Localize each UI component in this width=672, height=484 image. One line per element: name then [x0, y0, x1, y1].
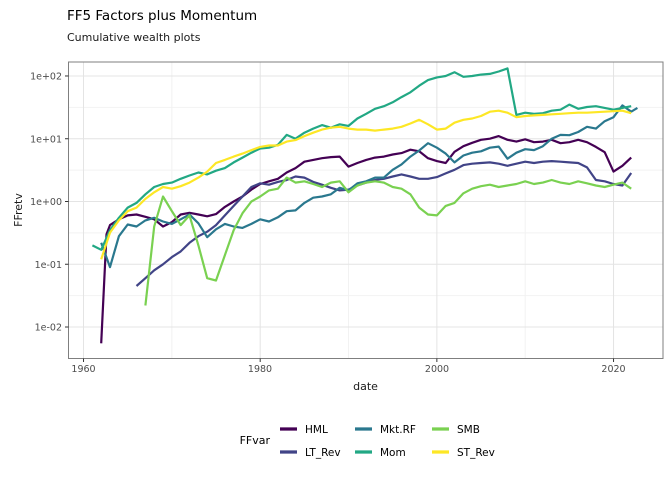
y-tick-label: 1e+01 [30, 134, 62, 145]
series-line-st-rev [100, 109, 632, 260]
gridlines-minor [68, 62, 663, 359]
legend-item-mom: Mom [355, 447, 406, 459]
x-tick-label: 2000 [425, 364, 449, 375]
x-tick-label: 2020 [601, 364, 625, 375]
y-tick-label: 1e+02 [30, 72, 62, 83]
legend-label-mkt-rf: Mkt.RF [380, 424, 416, 436]
legend: FFvar HML LT_Rev Mkt.RF Mom SMB [240, 424, 495, 459]
legend-item-hml: HML [280, 424, 328, 436]
y-tick-label: 1e-01 [35, 260, 62, 271]
legend-item-lt-rev: LT_Rev [280, 447, 341, 459]
legend-label-hml: HML [305, 424, 328, 436]
series-line-mom [91, 67, 632, 251]
x-axis-title: date [353, 380, 378, 393]
series-line-mkt-rf [100, 104, 638, 269]
legend-label-smb: SMB [457, 424, 480, 436]
y-tick-label: 1e+00 [30, 197, 62, 208]
legend-item-st-rev: ST_Rev [432, 447, 495, 459]
chart-title: FF5 Factors plus Momentum [67, 8, 257, 24]
y-tick-label: 1e-02 [35, 323, 62, 334]
legend-label-mom: Mom [380, 447, 406, 459]
series-line-lt-rev [135, 160, 633, 287]
x-tick-label: 1980 [248, 364, 272, 375]
legend-label-st-rev: ST_Rev [457, 447, 495, 459]
tick-marks [65, 75, 615, 362]
legend-label-lt-rev: LT_Rev [305, 447, 341, 459]
y-axis-title: FFretv [12, 193, 25, 227]
chart-subtitle: Cumulative wealth plots [67, 31, 201, 44]
panel-border [68, 61, 664, 359]
series-line-smb [144, 176, 632, 306]
legend-item-smb: SMB [432, 424, 480, 436]
series-lines [91, 67, 638, 344]
x-tick-label: 1960 [71, 364, 95, 375]
legend-title: FFvar [240, 434, 271, 447]
series-line-hml [100, 135, 632, 344]
legend-item-mkt-rf: Mkt.RF [355, 424, 416, 436]
